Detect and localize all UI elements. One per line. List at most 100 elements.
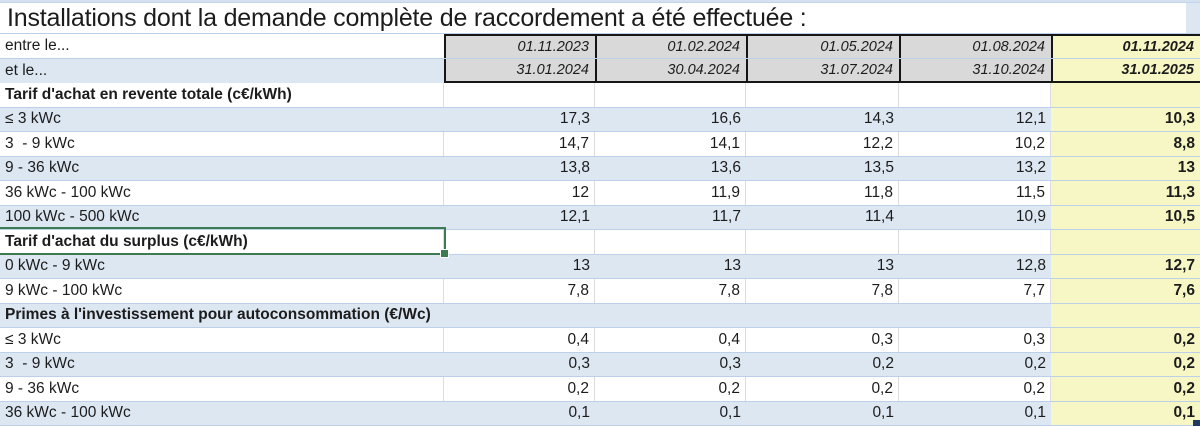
value-cell[interactable]: 13,2 <box>1015 159 1046 177</box>
value-cell-highlight[interactable]: 0,1 <box>1051 401 1200 425</box>
value-cell[interactable]: 7,8 <box>444 279 595 303</box>
value-cell[interactable]: 7,8 <box>746 279 899 303</box>
date-cell[interactable]: 31.01.2024 <box>444 58 595 83</box>
value-cell[interactable]: 0,3 <box>568 355 590 373</box>
value-cell[interactable] <box>444 83 595 107</box>
row-label-cell[interactable]: et le... <box>5 61 48 79</box>
bottom-right-fill-handle[interactable] <box>1193 420 1200 426</box>
value-cell[interactable]: 0,1 <box>1024 404 1046 422</box>
value-cell[interactable]: 16,6 <box>710 110 741 128</box>
row-label-cell[interactable]: 9 - 36 kWc <box>5 159 80 177</box>
row-label-cell[interactable]: 36 kWc - 100 kWc <box>5 404 131 422</box>
row-label-cell[interactable]: entre le... <box>5 36 70 54</box>
row-label-cell[interactable]: ≤ 3 kWc <box>0 328 444 352</box>
value-cell-highlight[interactable] <box>1051 83 1200 107</box>
value-cell[interactable] <box>746 304 899 328</box>
value-cell-highlight[interactable]: 7,6 <box>1051 279 1200 303</box>
value-cell-highlight[interactable]: 8,8 <box>1051 132 1200 156</box>
section-header-cell[interactable]: Primes à l'investissement pour autoconso… <box>5 306 431 324</box>
value-cell-highlight[interactable]: 0,2 <box>1051 352 1200 376</box>
date-cell[interactable]: 30.04.2024 <box>595 58 746 83</box>
row-label-cell[interactable]: 3 - 9 kWc <box>0 132 444 156</box>
value-cell[interactable] <box>899 304 1051 328</box>
value-cell[interactable]: 0,2 <box>444 377 595 401</box>
value-cell[interactable]: 0,2 <box>746 377 899 401</box>
value-cell[interactable]: 0,2 <box>595 377 746 401</box>
date-cell[interactable]: 01.02.2024 <box>595 34 746 58</box>
value-cell[interactable]: 12,8 <box>1015 257 1046 275</box>
value-cell[interactable]: 7,8 <box>595 279 746 303</box>
row-label-cell[interactable]: 9 - 36 kWc <box>0 377 444 401</box>
row-label-cell[interactable]: 36 kWc - 100 kWc <box>0 181 444 205</box>
value-cell[interactable]: 11,8 <box>746 181 899 205</box>
value-cell[interactable]: 10,2 <box>899 132 1051 156</box>
value-cell-highlight[interactable]: 10,5 <box>1051 205 1200 229</box>
value-cell[interactable] <box>595 83 746 107</box>
value-cell[interactable]: 11,4 <box>864 208 894 226</box>
value-cell[interactable] <box>595 230 746 254</box>
value-cell[interactable] <box>746 83 899 107</box>
value-cell[interactable]: 0,2 <box>899 377 1051 401</box>
date-cell[interactable]: 01.11.2023 <box>444 34 595 58</box>
date-cell[interactable]: 31.10.2024 <box>899 58 1051 83</box>
row-label-cell[interactable]: 9 kWc - 100 kWc <box>0 279 444 303</box>
value-cell[interactable]: 0,3 <box>899 328 1051 352</box>
value-cell[interactable]: 13 <box>572 257 590 275</box>
value-cell[interactable]: 11,9 <box>595 181 746 205</box>
value-cell[interactable] <box>746 230 899 254</box>
row-label-cell[interactable]: ≤ 3 kWc <box>5 110 61 128</box>
value-cell[interactable]: 0,2 <box>872 355 894 373</box>
value-cell-highlight[interactable]: 12,7 <box>1051 254 1200 278</box>
row-label-cell[interactable]: 100 kWc - 500 kWc <box>5 208 140 226</box>
value-cell[interactable]: 0,1 <box>872 404 894 422</box>
value-cell[interactable]: 10,9 <box>1015 208 1046 226</box>
date-cell-highlight[interactable]: 31.01.2025 <box>1051 58 1200 83</box>
value-cell[interactable]: 11,7 <box>711 208 741 226</box>
value-cell[interactable]: 13,8 <box>559 159 590 177</box>
value-cell[interactable]: 14,3 <box>863 110 894 128</box>
date-cell-highlight[interactable]: 01.11.2024 <box>1051 34 1200 58</box>
value-cell[interactable]: 12,1 <box>559 208 590 226</box>
value-cell[interactable]: 12,2 <box>746 132 899 156</box>
value-cell[interactable]: 13,5 <box>863 159 894 177</box>
date-cell[interactable]: 01.08.2024 <box>899 34 1051 58</box>
value-cell-highlight[interactable]: 10,3 <box>1051 107 1200 131</box>
value-cell-highlight[interactable]: 0,2 <box>1051 328 1200 352</box>
value-cell[interactable]: 0,3 <box>746 328 899 352</box>
value-cell[interactable]: 0,2 <box>1024 355 1046 373</box>
section-header-cell-selected[interactable]: Tarif d'achat du surplus (c€/kWh) <box>0 230 444 254</box>
section-header-cell[interactable]: Tarif d'achat en revente totale (c€/kWh) <box>0 83 444 107</box>
value-cell[interactable]: 17,3 <box>559 110 590 128</box>
value-cell[interactable]: 0,1 <box>719 404 741 422</box>
value-cell-highlight[interactable] <box>1051 303 1200 327</box>
value-cell[interactable]: 12,1 <box>1015 110 1046 128</box>
value-cell[interactable]: 0,4 <box>595 328 746 352</box>
value-cell-highlight[interactable] <box>1051 230 1200 254</box>
value-cell[interactable]: 0,1 <box>568 404 590 422</box>
value-cell[interactable]: 12 <box>444 181 595 205</box>
value-cell[interactable]: 13 <box>876 257 894 275</box>
value-cell[interactable]: 14,1 <box>595 132 746 156</box>
value-cell[interactable]: 0,4 <box>444 328 595 352</box>
value-cell[interactable]: 11,5 <box>899 181 1051 205</box>
value-cell[interactable]: 13,6 <box>710 159 741 177</box>
page-title[interactable]: Installations dont la demande complète d… <box>0 3 1186 33</box>
title-row: Installations dont la demande complète d… <box>0 3 1200 34</box>
value-cell[interactable]: 0,3 <box>719 355 741 373</box>
value-cell[interactable]: 7,7 <box>899 279 1051 303</box>
value-cell[interactable]: 14,7 <box>444 132 595 156</box>
row-label-cell[interactable]: 0 kWc - 9 kWc <box>5 257 105 275</box>
value-cell[interactable] <box>444 304 595 328</box>
date-cell[interactable]: 31.07.2024 <box>746 58 899 83</box>
value-cell-highlight[interactable]: 13 <box>1051 156 1200 180</box>
date-cell[interactable]: 01.05.2024 <box>746 34 899 58</box>
value-cell[interactable] <box>444 230 595 254</box>
value-cell-highlight[interactable]: 0,2 <box>1051 377 1200 401</box>
row-label-cell[interactable]: 3 - 9 kWc <box>5 355 75 373</box>
value-cell-highlight[interactable]: 11,3 <box>1051 181 1200 205</box>
value-cell[interactable] <box>899 83 1051 107</box>
value-cell[interactable]: 13 <box>723 257 741 275</box>
value-cell[interactable] <box>595 304 746 328</box>
value-cell[interactable] <box>899 230 1051 254</box>
